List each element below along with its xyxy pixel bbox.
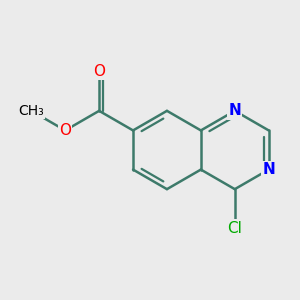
Text: O: O xyxy=(93,64,105,79)
Text: Cl: Cl xyxy=(227,221,242,236)
Text: O: O xyxy=(59,123,71,138)
Text: N: N xyxy=(228,103,241,118)
Text: CH₃: CH₃ xyxy=(18,104,44,118)
Text: N: N xyxy=(262,162,275,177)
